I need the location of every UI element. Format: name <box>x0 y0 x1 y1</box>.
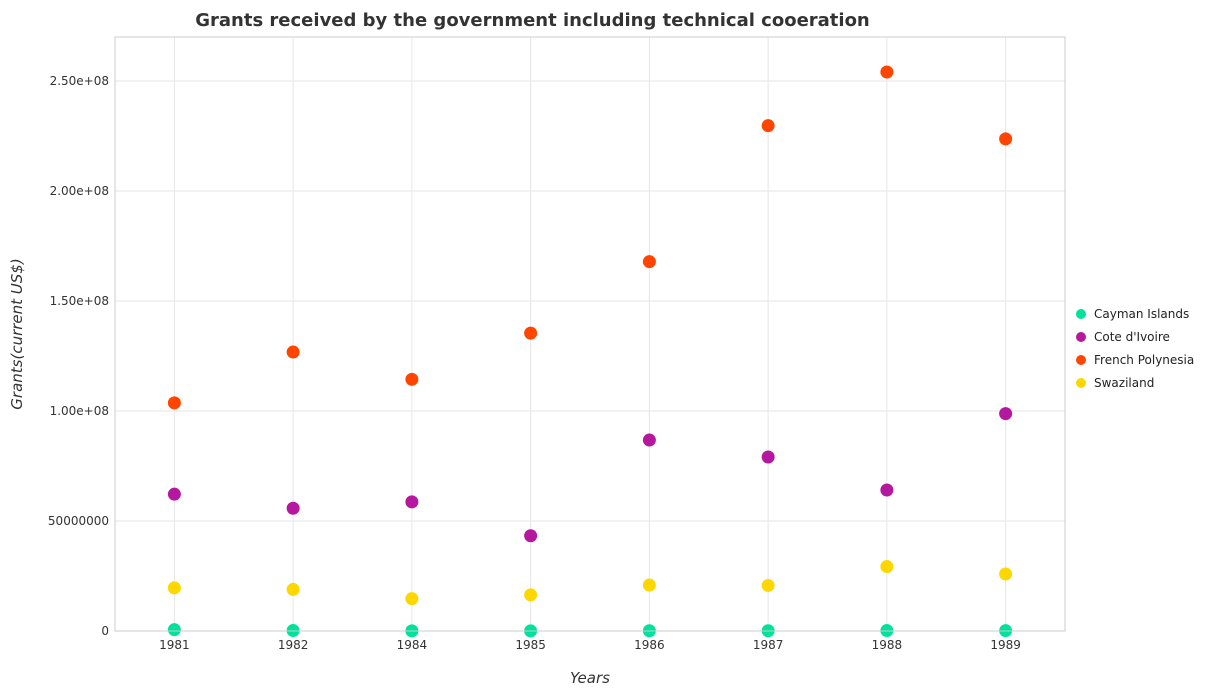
y-axis-label: Grants(current US$) <box>8 258 26 409</box>
data-point <box>999 567 1013 581</box>
data-point <box>405 592 419 606</box>
x-tick-labels: 1981 1982 1984 1985 1986 1987 1988 1989 <box>159 638 1021 652</box>
y-tick-label: 0 <box>101 624 109 638</box>
legend-marker <box>1076 354 1086 365</box>
data-points <box>167 65 1013 638</box>
legend-marker <box>1076 308 1086 319</box>
x-axis-label: Years <box>570 669 610 687</box>
data-point <box>524 529 538 543</box>
data-point <box>405 372 419 386</box>
data-point <box>880 560 894 574</box>
legend: Cayman Islands Cote d'Ivoire French Polyne… <box>1076 302 1194 394</box>
data-point <box>524 326 538 340</box>
legend-item: Cote d'Ivoire <box>1076 325 1194 348</box>
data-point <box>642 255 656 269</box>
y-tick-label: 50000000 <box>48 514 109 528</box>
legend-label: Cote d'Ivoire <box>1094 329 1170 344</box>
data-point <box>286 345 300 359</box>
plot-frame <box>114 36 1066 632</box>
data-point <box>999 132 1013 146</box>
data-point <box>286 582 300 596</box>
legend-label: French Polynesia <box>1094 352 1195 367</box>
x-tick-label: 1987 <box>753 638 784 652</box>
x-tick-label: 1981 <box>159 638 190 652</box>
y-tick-label: 1.00e+08 <box>50 404 109 418</box>
x-tick-label: 1982 <box>278 638 309 652</box>
x-tick-label: 1984 <box>397 638 428 652</box>
x-tick-label: 1989 <box>990 638 1021 652</box>
data-point <box>286 501 300 515</box>
data-point <box>761 119 775 133</box>
data-point <box>167 396 181 410</box>
legend-label: Cayman Islands <box>1094 306 1190 321</box>
data-point <box>642 433 656 447</box>
data-point <box>405 495 419 509</box>
legend-marker <box>1076 377 1086 388</box>
data-point <box>880 65 894 79</box>
grid-lines <box>115 37 1065 632</box>
y-tick-label: 1.50e+08 <box>50 294 109 308</box>
data-point <box>642 578 656 592</box>
data-point <box>761 578 775 592</box>
chart-title: Grants received by the government includ… <box>195 10 870 31</box>
legend-marker <box>1076 331 1086 342</box>
data-point <box>167 623 181 637</box>
y-tick-labels: 0 50000000 1.00e+08 1.50e+08 2.00e+08 2.50e+0… <box>48 74 109 638</box>
y-tick-label: 2.00e+08 <box>50 184 109 198</box>
x-tick-label: 1988 <box>872 638 903 652</box>
x-tick-label: 1985 <box>515 638 546 652</box>
y-tick-label: 2.50e+08 <box>50 74 109 88</box>
data-point <box>167 581 181 595</box>
legend-item: French Polynesia <box>1076 348 1194 371</box>
data-point <box>880 483 894 497</box>
legend-label: Swaziland <box>1094 375 1155 390</box>
legend-item: Cayman Islands <box>1076 302 1194 325</box>
x-tick-label: 1986 <box>634 638 665 652</box>
legend-item: Swaziland <box>1076 371 1194 394</box>
data-point <box>999 407 1013 421</box>
data-point <box>167 487 181 501</box>
data-point <box>761 450 775 464</box>
data-point <box>524 588 538 602</box>
